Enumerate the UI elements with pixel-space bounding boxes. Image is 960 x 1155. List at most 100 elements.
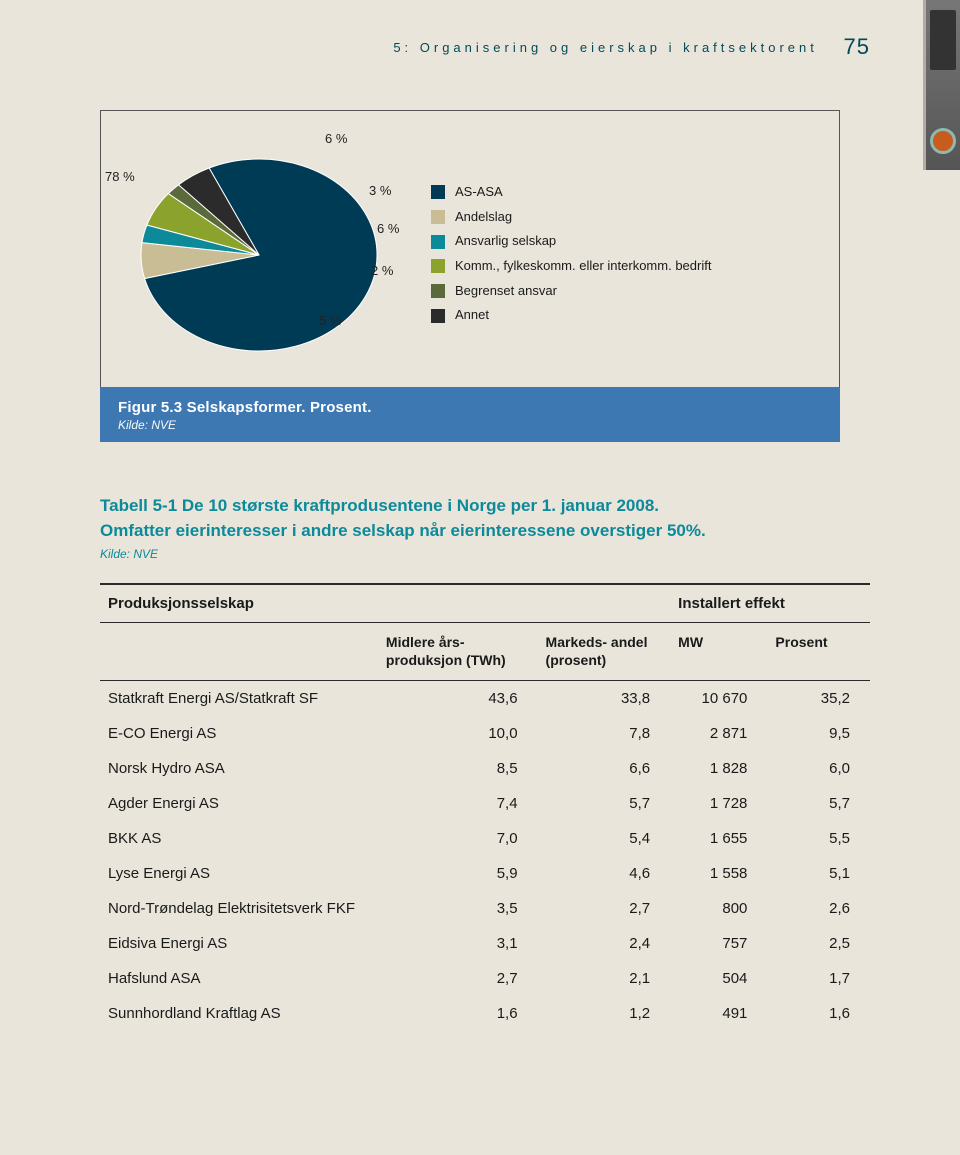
table-cell: 5,5 xyxy=(767,821,870,856)
pie-pct-label: 78 % xyxy=(105,169,135,184)
legend-item: Komm., fylkeskomm. eller interkomm. bedr… xyxy=(431,254,711,279)
subhead-pct: Prosent xyxy=(767,623,870,680)
legend-label: Ansvarlig selskap xyxy=(455,229,556,254)
page: 5: Organisering og eierskap i kraftsekto… xyxy=(0,0,960,1155)
table-cell: Norsk Hydro ASA xyxy=(100,751,378,786)
table-title-line2: Omfatter eierinteresser i andre selskap … xyxy=(100,519,840,544)
legend-label: Komm., fylkeskomm. eller interkomm. bedr… xyxy=(455,254,711,279)
running-header: 5: Organisering og eierskap i kraftsekto… xyxy=(100,34,900,60)
legend-item: Annet xyxy=(431,303,711,328)
legend: AS-ASAAndelslagAnsvarlig selskapKomm., f… xyxy=(431,180,711,328)
legend-swatch xyxy=(431,210,445,224)
figure-caption: Figur 5.3 Selskapsformer. Prosent. Kilde… xyxy=(100,387,840,442)
table-cell: 6,6 xyxy=(538,751,671,786)
table-cell: 757 xyxy=(670,926,767,961)
table-cell: 8,5 xyxy=(378,751,538,786)
table-cell: 7,0 xyxy=(378,821,538,856)
subhead-company xyxy=(100,623,378,680)
table-cell: 2,4 xyxy=(538,926,671,961)
table-cell: 9,5 xyxy=(767,716,870,751)
table-cell: 800 xyxy=(670,891,767,926)
table-cell: 6,0 xyxy=(767,751,870,786)
table-cell: 504 xyxy=(670,961,767,996)
table-title: Tabell 5-1 De 10 største kraftprodusente… xyxy=(100,494,840,543)
col-head-left: Produksjonsselskap xyxy=(100,584,670,623)
table-cell: 2,6 xyxy=(767,891,870,926)
legend-label: Begrenset ansvar xyxy=(455,279,557,304)
table-row: Lyse Energi AS5,94,61 5585,1 xyxy=(100,856,870,891)
table-cell: 1,7 xyxy=(767,961,870,996)
table-cell: 2 871 xyxy=(670,716,767,751)
table-row: Norsk Hydro ASA8,56,61 8286,0 xyxy=(100,751,870,786)
legend-swatch xyxy=(431,284,445,298)
legend-item: AS-ASA xyxy=(431,180,711,205)
page-number: 75 xyxy=(844,34,870,60)
table-cell: E-CO Energi AS xyxy=(100,716,378,751)
table-cell: 1,6 xyxy=(767,996,870,1031)
legend-swatch xyxy=(431,235,445,249)
pie-chart: 78 %6 %3 %6 %2 %5 % xyxy=(125,139,405,369)
table-cell: 1 828 xyxy=(670,751,767,786)
table-cell: 10 670 xyxy=(670,680,767,716)
table-cell: Lyse Energi AS xyxy=(100,856,378,891)
table-cell: Statkraft Energi AS/Statkraft SF xyxy=(100,680,378,716)
table-cell: Sunnhordland Kraftlag AS xyxy=(100,996,378,1031)
legend-label: Annet xyxy=(455,303,489,328)
table-cell: 1 728 xyxy=(670,786,767,821)
table-cell: 1 558 xyxy=(670,856,767,891)
table-cell: 1 655 xyxy=(670,821,767,856)
table-row: Nord-Trøndelag Elektrisitetsverk FKF3,52… xyxy=(100,891,870,926)
table-cell: 4,6 xyxy=(538,856,671,891)
pie-pct-label: 3 % xyxy=(369,183,391,198)
table-cell: 1,6 xyxy=(378,996,538,1031)
table-row: Sunnhordland Kraftlag AS1,61,24911,6 xyxy=(100,996,870,1031)
figure-source: Kilde: NVE xyxy=(118,418,822,432)
legend-item: Begrenset ansvar xyxy=(431,279,711,304)
table-row: Agder Energi AS7,45,71 7285,7 xyxy=(100,786,870,821)
table-cell: 5,9 xyxy=(378,856,538,891)
legend-swatch xyxy=(431,259,445,273)
table-cell: 491 xyxy=(670,996,767,1031)
legend-item: Ansvarlig selskap xyxy=(431,229,711,254)
table-cell: 3,5 xyxy=(378,891,538,926)
pie-pct-label: 5 % xyxy=(319,313,341,328)
table-cell: 33,8 xyxy=(538,680,671,716)
table-row: BKK AS7,05,41 6555,5 xyxy=(100,821,870,856)
side-photo-strip xyxy=(923,0,960,170)
figure-title: Figur 5.3 Selskapsformer. Prosent. xyxy=(118,399,822,416)
table-row: Eidsiva Energi AS3,12,47572,5 xyxy=(100,926,870,961)
figure-box: 78 % 6 % 3 % 6 % 2 % 5 % AS-ASAAndelslagAnsva… xyxy=(100,110,840,387)
table-cell: 7,8 xyxy=(538,716,671,751)
subhead-mw: MW xyxy=(670,623,767,680)
table-row: Hafslund ASA2,72,15041,7 xyxy=(100,961,870,996)
table-cell: 5,7 xyxy=(767,786,870,821)
table-cell: 7,4 xyxy=(378,786,538,821)
subhead-share: Markeds- andel (prosent) xyxy=(538,623,671,680)
table-title-line1: Tabell 5-1 De 10 største kraftprodusente… xyxy=(100,496,659,515)
table-cell: 2,7 xyxy=(378,961,538,996)
legend-swatch xyxy=(431,185,445,199)
pie-pct-label: 6 % xyxy=(325,131,347,146)
running-title: 5: Organisering og eierskap i kraftsekto… xyxy=(393,40,818,55)
table-cell: 43,6 xyxy=(378,680,538,716)
data-table: Produksjonsselskap Installert effekt Mid… xyxy=(100,583,870,1030)
table-cell: Hafslund ASA xyxy=(100,961,378,996)
legend-label: AS-ASA xyxy=(455,180,503,205)
legend-swatch xyxy=(431,309,445,323)
pie-pct-label: 2 % xyxy=(371,263,393,278)
table-cell: Eidsiva Energi AS xyxy=(100,926,378,961)
pie-pct-label: 6 % xyxy=(377,221,399,236)
table-cell: 1,2 xyxy=(538,996,671,1031)
table-cell: 5,7 xyxy=(538,786,671,821)
table-cell: 5,1 xyxy=(767,856,870,891)
table-row: E-CO Energi AS10,07,82 8719,5 xyxy=(100,716,870,751)
table-cell: 2,1 xyxy=(538,961,671,996)
table-cell: 2,5 xyxy=(767,926,870,961)
table-row: Statkraft Energi AS/Statkraft SF43,633,8… xyxy=(100,680,870,716)
table-cell: BKK AS xyxy=(100,821,378,856)
table-cell: 35,2 xyxy=(767,680,870,716)
legend-label: Andelslag xyxy=(455,205,512,230)
subhead-twh: Midlere års-produksjon (TWh) xyxy=(378,623,538,680)
col-head-right: Installert effekt xyxy=(670,584,870,623)
table-cell: 5,4 xyxy=(538,821,671,856)
